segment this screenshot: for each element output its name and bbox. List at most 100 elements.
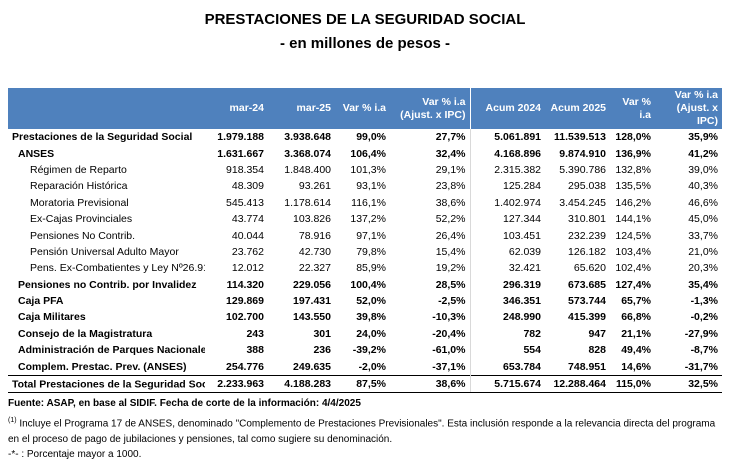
cell: 124,5% xyxy=(615,229,651,242)
cell: -2,5% xyxy=(438,295,466,308)
cell: 65.620 xyxy=(573,262,606,275)
cell: 22.327 xyxy=(298,262,331,275)
source: Fuente: ASAP, en base al SIDIF. Fecha de… xyxy=(8,398,361,409)
cell: 137,2% xyxy=(350,213,386,226)
row-label: Reparación Histórica xyxy=(30,180,128,193)
cell: 97,1% xyxy=(356,229,386,242)
column-header: Var % i.a xyxy=(335,88,390,129)
cell: 21,0% xyxy=(688,245,718,258)
cell: 1.848.400 xyxy=(284,163,331,176)
cell: 782 xyxy=(469,325,545,343)
table-row: Pens. Ex-Combatientes y Ley Nº26.913 12.0… xyxy=(8,260,722,277)
cell: 1.979.188 xyxy=(217,131,264,144)
cell: 918.354 xyxy=(226,163,264,176)
cell: 28,5% xyxy=(435,278,466,291)
cell: 115,0% xyxy=(610,374,655,394)
cell: 79,8% xyxy=(356,245,386,258)
cell: 388 xyxy=(246,344,264,357)
total-label: Total Prestaciones de la Seguridad Socia… xyxy=(12,378,205,391)
total-row: Total Prestaciones de la Seguridad Socia… xyxy=(8,374,722,394)
cell: 32.421 xyxy=(469,260,545,277)
cell: 41,2% xyxy=(688,147,718,160)
row-label: Administración de Parques Nacionales xyxy=(18,344,205,357)
cell: 32,4% xyxy=(435,147,466,160)
data-table: mar-24 mar-25 Var % i.a Var % i.a (Ajust. x… xyxy=(8,88,722,394)
cell: 232.239 xyxy=(568,229,606,242)
column-header: mar-25 xyxy=(268,88,335,129)
row-label: Pensión Universal Adulto Mayor xyxy=(30,245,179,258)
cell: 99,0% xyxy=(356,131,386,144)
cell: 3.454.245 xyxy=(559,196,606,209)
cell: 21,1% xyxy=(621,327,651,340)
table-row: Pensión Universal Adulto Mayor 23.762 42.7… xyxy=(8,243,722,261)
cell: 2.233.963 xyxy=(205,374,268,394)
cell: 132,8% xyxy=(615,163,651,176)
cell: -27,9% xyxy=(684,327,718,340)
title: PRESTACIONES DE LA SEGURIDAD SOCIAL xyxy=(204,11,526,28)
row-label: Complem. Prestac. Prev. (ANSES) xyxy=(18,360,187,373)
column-header: mar-24 xyxy=(205,88,268,129)
cell: 12.012 xyxy=(231,262,264,275)
cell: -37,1% xyxy=(432,360,466,373)
cell: 93,1% xyxy=(356,180,386,193)
cell: 52,0% xyxy=(356,295,386,308)
header-cell xyxy=(8,88,205,129)
cell: 102,4% xyxy=(615,262,651,275)
cell: 32,5% xyxy=(655,374,722,394)
cell: 135,5% xyxy=(615,180,651,193)
cell: 4.188.283 xyxy=(268,374,335,394)
cell: 20,3% xyxy=(688,262,718,275)
table-row: Reparación Histórica 48.309 93.261 93,1% 23,… xyxy=(8,178,722,195)
table-row: ANSES 1.631.667 3.368.074 106,4% 32,4% 4.168.… xyxy=(8,145,722,162)
cell: 85,9% xyxy=(356,262,386,275)
cell: 125.284 xyxy=(469,178,545,195)
cell: 248.990 xyxy=(469,309,545,326)
cell: 23,8% xyxy=(435,180,466,193)
cell: 5.390.786 xyxy=(559,163,606,176)
cell: 87,5% xyxy=(335,374,390,394)
row-label: Consejo de la Magistratura xyxy=(18,327,153,340)
cell: 43.774 xyxy=(231,213,264,226)
cell: 12.288.464 xyxy=(545,374,610,394)
table-row: Pensiones No Contrib. 40.044 78.916 97,1% 26… xyxy=(8,227,722,244)
cell: 127.344 xyxy=(469,210,545,228)
cell: -61,0% xyxy=(432,344,466,357)
cell: 236 xyxy=(313,344,331,357)
cell: 128,0% xyxy=(615,131,651,144)
subtitle: - en millones de pesos - xyxy=(279,35,451,52)
cell: 24,0% xyxy=(356,327,386,340)
cell: 653.784 xyxy=(469,358,545,376)
cell: 29,1% xyxy=(435,163,466,176)
column-header: Acum 2024 xyxy=(469,88,545,129)
cell: 144,1% xyxy=(615,213,651,226)
table-row: Caja Militares 102.700 143.550 39,8% -10,3% 2… xyxy=(8,309,722,326)
cell: 673.685 xyxy=(568,278,606,291)
cell: 143.550 xyxy=(293,311,331,324)
row-label: Pensiones no Contrib. por Invalidez xyxy=(18,278,197,291)
cell: 9.874.910 xyxy=(559,147,606,160)
cell: 127,4% xyxy=(615,278,651,291)
cell: 197.431 xyxy=(293,295,331,308)
cell: 254.776 xyxy=(226,360,264,373)
cell: 78.916 xyxy=(298,229,331,242)
note-ref: (1) xyxy=(8,417,17,424)
cell: 5.061.891 xyxy=(469,129,545,146)
cell: 15,4% xyxy=(435,245,466,258)
table-row: Ex-Cajas Provinciales 43.774 103.826 137,2%… xyxy=(8,210,722,228)
cell: 295.038 xyxy=(568,180,606,193)
cell: 415.399 xyxy=(568,311,606,324)
cell: 2.315.382 xyxy=(469,161,545,179)
footnote: (1) Incluye el Programa 17 de ANSES, den… xyxy=(8,413,722,448)
cell: 545.413 xyxy=(226,196,264,209)
table-row: Prestaciones de la Seguridad Social 1.979… xyxy=(8,129,722,146)
table-row: Administración de Parques Nacionales 388 2… xyxy=(8,342,722,359)
cell: 100,4% xyxy=(350,278,386,291)
cell: 249.635 xyxy=(293,360,331,373)
cell: 114.320 xyxy=(226,278,264,291)
cell: 23.762 xyxy=(231,245,264,258)
table-row: Pensiones no Contrib. por Invalidez 114.3… xyxy=(8,276,722,293)
cell: 35,4% xyxy=(688,278,718,291)
cell: 102.700 xyxy=(226,311,264,324)
cell: 33,7% xyxy=(688,229,718,242)
row-label: Total Prestaciones de la Seguridad Socia… xyxy=(8,374,205,394)
